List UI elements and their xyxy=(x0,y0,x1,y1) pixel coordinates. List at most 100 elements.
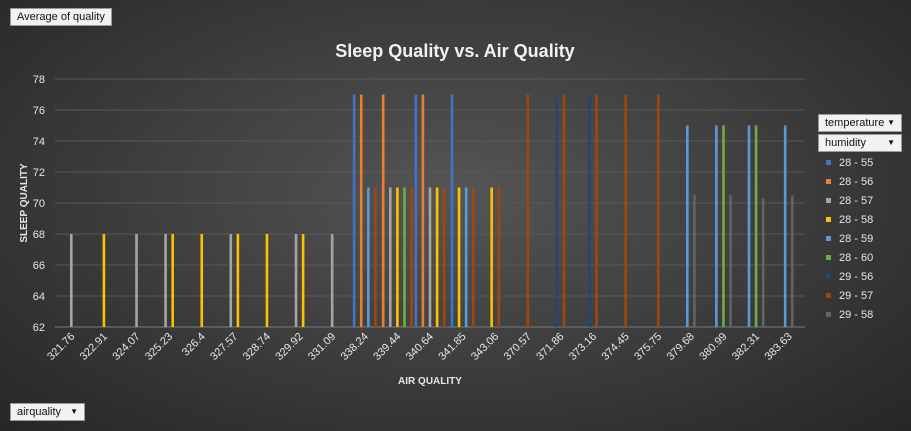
legend-swatch xyxy=(826,293,831,298)
bar xyxy=(729,195,732,327)
x-tick-label: 322.91 xyxy=(78,331,110,363)
values-field-label: Average of quality xyxy=(17,11,105,23)
bar xyxy=(783,125,787,327)
legend-label: 28 - 56 xyxy=(839,175,874,188)
values-field-button[interactable]: Average of quality xyxy=(10,8,112,26)
legend-item[interactable]: 28 - 59 xyxy=(818,229,902,248)
x-tick-label: 339.44 xyxy=(371,331,403,363)
legend-item[interactable]: 29 - 56 xyxy=(818,267,902,286)
y-tick-label: 72 xyxy=(33,167,45,179)
bars xyxy=(70,94,794,327)
x-tick-label: 382.31 xyxy=(730,331,762,363)
bar xyxy=(410,187,413,327)
bar xyxy=(526,94,530,327)
bar xyxy=(388,187,392,327)
bar xyxy=(471,187,475,327)
bar xyxy=(374,187,377,327)
legend-swatch xyxy=(826,198,831,203)
x-tick-label: 331.09 xyxy=(306,331,338,363)
y-tick-label: 76 xyxy=(33,105,45,117)
x-tick-label: 338.24 xyxy=(339,331,371,363)
x-tick-label: 370.57 xyxy=(502,331,534,363)
x-tick-label: 373.16 xyxy=(567,331,599,363)
bar xyxy=(562,94,566,327)
y-tick-label: 62 xyxy=(33,322,45,334)
legend-item[interactable]: 28 - 57 xyxy=(818,191,902,210)
x-tick-label: 329.92 xyxy=(273,331,305,363)
legend-swatch xyxy=(826,274,831,279)
x-tick-label: 343.06 xyxy=(469,331,501,363)
dropdown-arrow-icon: ▼ xyxy=(70,407,79,417)
bar xyxy=(102,234,106,327)
bar xyxy=(171,234,174,327)
bar xyxy=(301,234,305,327)
x-axis-title: AIR QUALITY xyxy=(398,376,462,387)
bar xyxy=(588,94,591,327)
legend-label: 29 - 56 xyxy=(839,270,874,283)
bar xyxy=(359,94,363,327)
legend-item[interactable]: 28 - 58 xyxy=(818,210,902,229)
x-tick-label: 371.86 xyxy=(534,331,566,363)
dropdown-arrow-icon: ▼ xyxy=(887,118,895,127)
legend-label: 28 - 59 xyxy=(839,232,874,245)
legend-label: 28 - 55 xyxy=(839,156,874,169)
bar xyxy=(464,187,468,327)
legend-label: 29 - 57 xyxy=(839,289,874,302)
chart-title: Sleep Quality vs. Air Quality xyxy=(335,41,574,61)
legend-item[interactable]: 28 - 55 xyxy=(818,153,902,172)
legend-field-button-humidity[interactable]: humidity ▼ xyxy=(818,134,902,152)
bar xyxy=(790,195,794,327)
axis-field-button[interactable]: airquality ▼ xyxy=(10,403,86,421)
x-axis-ticks: 321.76 322.91 324.07 325.23 326.4 327.57 328.7… xyxy=(45,331,795,363)
x-tick-label: 325.23 xyxy=(143,331,175,363)
bar xyxy=(367,187,370,327)
bar xyxy=(265,234,269,327)
bar xyxy=(693,195,696,327)
legend-field-button-temperature[interactable]: temperature ▼ xyxy=(818,114,902,132)
y-tick-label: 74 xyxy=(33,136,45,148)
legend-label: 28 - 60 xyxy=(839,251,874,264)
bar xyxy=(761,198,765,327)
bar xyxy=(294,234,298,327)
bar xyxy=(747,125,751,327)
x-tick-label: 375.75 xyxy=(632,331,664,363)
bar xyxy=(595,94,598,327)
x-tick-label: 340.64 xyxy=(404,331,436,363)
bar xyxy=(70,234,73,327)
bar xyxy=(414,94,418,327)
x-tick-label: 341.85 xyxy=(436,331,468,363)
legend-swatch xyxy=(826,255,831,260)
bar xyxy=(421,94,425,327)
temperature-field-label: temperature xyxy=(825,117,885,129)
dropdown-arrow-icon: ▼ xyxy=(887,138,895,147)
x-tick-label: 379.68 xyxy=(665,331,697,363)
legend-item[interactable]: 28 - 56 xyxy=(818,172,902,191)
bar xyxy=(352,94,356,327)
x-tick-label: 321.76 xyxy=(45,331,77,363)
bar xyxy=(656,94,660,327)
y-tick-label: 68 xyxy=(33,229,45,241)
x-tick-label: 374.45 xyxy=(599,331,631,363)
bar xyxy=(381,94,385,327)
legend-label: 28 - 58 xyxy=(839,213,874,226)
bar xyxy=(624,94,627,327)
bar xyxy=(428,187,432,327)
y-axis-ticks: 62 64 66 68 70 72 74 76 78 xyxy=(33,74,45,334)
legend-swatch xyxy=(826,312,831,317)
bar xyxy=(229,234,233,327)
legend-item[interactable]: 29 - 57 xyxy=(818,286,902,305)
bar xyxy=(330,234,334,327)
legend-item[interactable]: 28 - 60 xyxy=(818,248,902,267)
x-tick-label: 383.63 xyxy=(763,331,795,363)
bar xyxy=(497,187,501,327)
legend-item[interactable]: 29 - 58 xyxy=(818,305,902,324)
bar xyxy=(555,94,559,327)
legend-label: 29 - 58 xyxy=(839,308,874,321)
legend-label: 28 - 57 xyxy=(839,194,874,207)
y-axis-title: SLEEP QUALITY xyxy=(19,163,30,243)
bar xyxy=(435,187,439,327)
bar xyxy=(490,187,493,327)
bar xyxy=(450,94,454,327)
legend-swatch xyxy=(826,236,831,241)
y-tick-label: 78 xyxy=(33,74,45,86)
